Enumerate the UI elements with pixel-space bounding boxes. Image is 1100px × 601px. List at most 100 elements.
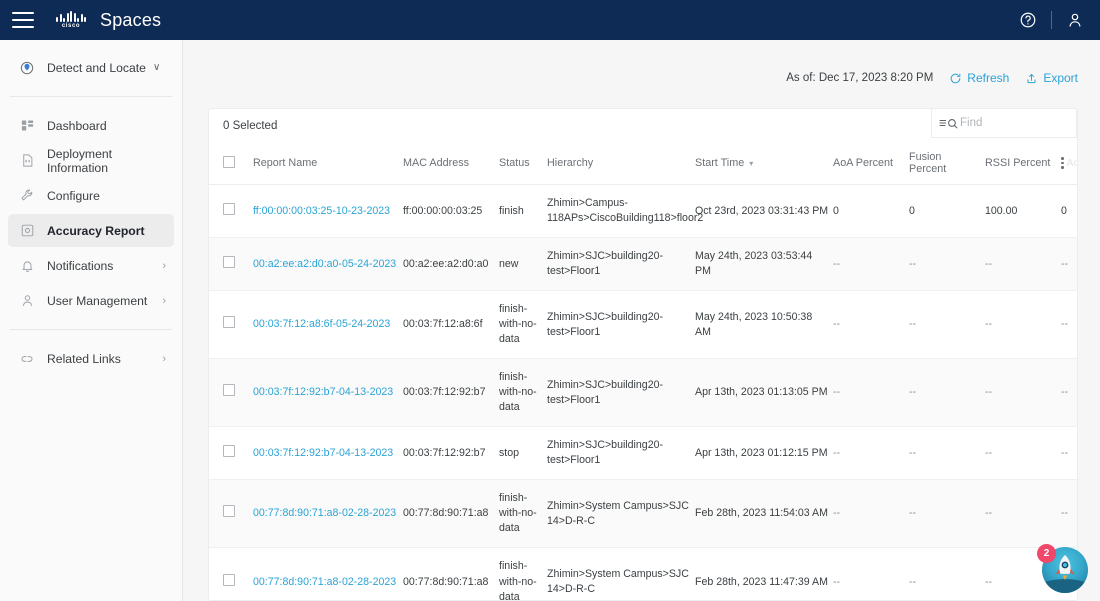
column-header-status[interactable]: Status — [499, 142, 547, 185]
search-input[interactable]: Find — [931, 109, 1077, 138]
row-select-cell — [209, 291, 253, 359]
sidebar-header-detect-and-locate[interactable]: Detect and Locate ∨ — [8, 51, 174, 84]
cell-start-time: Apr 13th, 2023 01:13:05 PM — [695, 386, 828, 399]
row-checkbox[interactable] — [223, 255, 235, 268]
row-checkbox[interactable] — [223, 444, 235, 457]
cell-status: finish-with-no-data — [499, 492, 537, 535]
table-row[interactable]: 00:77:8d:90:71:a8-02-28-2023 00:77:8d:90… — [209, 548, 1077, 600]
search-icon — [946, 116, 959, 130]
top-navigation-bar: cisco Spaces — [0, 0, 1100, 40]
cell-hierarchy: Zhimin>SJC>building20-test>Floor1 — [547, 378, 664, 406]
cell-report-name: 00:03:7f:12:92:b7-04-13-2023 — [253, 359, 403, 427]
app-title: Spaces — [100, 9, 162, 30]
sidebar-item-configure[interactable]: Configure — [8, 179, 174, 212]
sidebar-divider-bottom — [10, 329, 172, 330]
column-header-mac-address[interactable]: MAC Address — [403, 142, 499, 185]
table-row[interactable]: 00:03:7f:12:92:b7-04-13-2023 00:03:7f:12… — [209, 427, 1077, 480]
reports-table-wrap: Report Name MAC Address Status Hierarchy… — [209, 142, 1077, 600]
sidebar-item-label: Deployment Information — [47, 146, 113, 175]
column-header-rssi-percent[interactable]: RSSI Percent — [985, 142, 1061, 185]
sidebar-item-label: Notifications — [47, 258, 114, 273]
rocket-icon — [1055, 555, 1075, 581]
user-icon[interactable] — [1064, 9, 1086, 31]
column-header-fusion-percent[interactable]: Fusion Percent — [909, 142, 985, 185]
row-select-cell — [209, 238, 253, 291]
cell-start-time: Feb 28th, 2023 11:47:39 AM — [695, 575, 828, 588]
table-head: Report Name MAC Address Status Hierarchy… — [209, 142, 1077, 185]
refresh-button[interactable]: Refresh — [949, 71, 1009, 85]
cell-hierarchy: Zhimin>SJC>building20-test>Floor1 — [547, 310, 664, 338]
report-name-link[interactable]: ff:00:00:00:03:25-10-23-2023 — [253, 204, 391, 217]
export-button[interactable]: Export — [1025, 71, 1078, 85]
wrench-icon — [16, 188, 38, 203]
search-placeholder: Find — [960, 117, 983, 129]
row-select-cell — [209, 548, 253, 600]
refresh-label: Refresh — [967, 71, 1010, 85]
cell-mac-address: 00:77:8d:90:71:a8 — [403, 507, 489, 520]
sidebar-item-accuracy-report[interactable]: Accuracy Report — [8, 214, 174, 247]
row-checkbox[interactable] — [223, 202, 235, 215]
cisco-logo[interactable]: cisco — [56, 11, 86, 29]
cell-extra: -- — [1061, 446, 1069, 459]
cisco-bars-icon — [56, 11, 86, 22]
cell-rssi-percent: 100.00 — [985, 204, 1018, 217]
select-all-checkbox[interactable] — [223, 155, 235, 168]
column-header-report-name[interactable]: Report Name — [253, 142, 403, 185]
table-row[interactable]: 00:a2:ee:a2:d0:a0-05-24-2023 00:a2:ee:a2… — [209, 237, 1077, 291]
sidebar-item-related-links[interactable]: Related Links › — [8, 342, 174, 375]
cell-extra: 0 — [1061, 204, 1067, 217]
cell-start-time: May 24th, 2023 03:53:44 PM — [695, 250, 813, 278]
cell-status: new — [499, 257, 519, 270]
person-icon — [16, 293, 38, 308]
help-circle-icon[interactable] — [1017, 9, 1039, 31]
sidebar-item-deployment-information[interactable]: Deployment Information — [8, 144, 174, 177]
cell-extra: -- — [1061, 386, 1069, 399]
content-toolbar: As of: Dec 17, 2023 8:20 PM Refresh Expo… — [183, 58, 1100, 98]
cell-hierarchy: Zhimin>SJC>building20-test>Floor1 — [547, 439, 664, 467]
row-checkbox[interactable] — [223, 573, 235, 586]
cell-start-time: Feb 28th, 2023 11:54:03 AM — [695, 507, 828, 520]
cell-fusion-percent: -- — [909, 386, 917, 399]
row-checkbox[interactable] — [223, 384, 235, 397]
cell-status: finish-with-no-data — [499, 560, 537, 600]
column-header-aoa-percent[interactable]: AoA Percent — [833, 142, 909, 185]
cell-hierarchy: Zhimin>System Campus>SJC 14>D-R-C — [547, 567, 689, 596]
column-header-hierarchy[interactable]: Hierarchy — [547, 142, 695, 185]
column-header-start-time[interactable]: Start Time ▾ — [695, 142, 833, 185]
sidebar-item-user-management[interactable]: User Management › — [8, 284, 174, 317]
cell-fusion-percent: -- — [909, 575, 917, 588]
sidebar-item-label: User Management — [47, 293, 148, 308]
selected-count-label: 0 Selected — [223, 119, 278, 132]
hamburger-icon[interactable] — [12, 12, 34, 28]
refresh-icon — [950, 73, 961, 83]
row-checkbox[interactable] — [223, 316, 235, 329]
row-select-cell — [209, 480, 253, 548]
cell-aoa-percent: -- — [833, 386, 841, 399]
cell-rssi-percent: -- — [985, 446, 993, 459]
table-row[interactable]: ff:00:00:00:03:25-10-23-2023 ff:00:00:00… — [209, 185, 1077, 238]
report-name-link[interactable]: 00:77:8d:90:71:a8-02-28-2023 — [253, 575, 397, 588]
chevron-down-icon: ∨ — [152, 62, 161, 73]
cell-start-time: May 24th, 2023 10:50:38 AM — [695, 310, 813, 338]
rocket-fab-button[interactable]: 2 — [1037, 544, 1088, 593]
cell-report-name: 00:03:7f:12:a8:6f-05-24-2023 — [253, 291, 403, 359]
report-name-link[interactable]: 00:03:7f:12:92:b7-04-13-2023 — [253, 446, 394, 459]
cell-aoa-percent: -- — [833, 446, 841, 459]
report-name-link[interactable]: 00:a2:ee:a2:d0:a0-05-24-2023 — [253, 257, 397, 270]
table-row[interactable]: 00:77:8d:90:71:a8-02-28-2023 00:77:8d:90… — [209, 479, 1077, 548]
sidebar-item-dashboard[interactable]: Dashboard — [8, 109, 174, 142]
ghost-column-label: AoA — [1066, 157, 1078, 169]
table-row[interactable]: 00:03:7f:12:92:b7-04-13-2023 00:03:7f:12… — [209, 358, 1077, 427]
location-pin-icon — [16, 60, 38, 76]
cell-rssi-percent: -- — [985, 575, 993, 588]
report-name-link[interactable]: 00:03:7f:12:92:b7-04-13-2023 — [253, 386, 394, 399]
report-name-link[interactable]: 00:03:7f:12:a8:6f-05-24-2023 — [253, 318, 391, 331]
sort-descending-icon: ▾ — [749, 158, 754, 168]
sidebar-item-notifications[interactable]: Notifications › — [8, 249, 174, 282]
cell-aoa-percent: -- — [833, 318, 841, 331]
report-name-link[interactable]: 00:77:8d:90:71:a8-02-28-2023 — [253, 507, 397, 520]
row-checkbox[interactable] — [223, 505, 235, 518]
kebab-menu-icon[interactable] — [1061, 157, 1064, 169]
table-row[interactable]: 00:03:7f:12:a8:6f-05-24-2023 00:03:7f:12… — [209, 291, 1077, 359]
